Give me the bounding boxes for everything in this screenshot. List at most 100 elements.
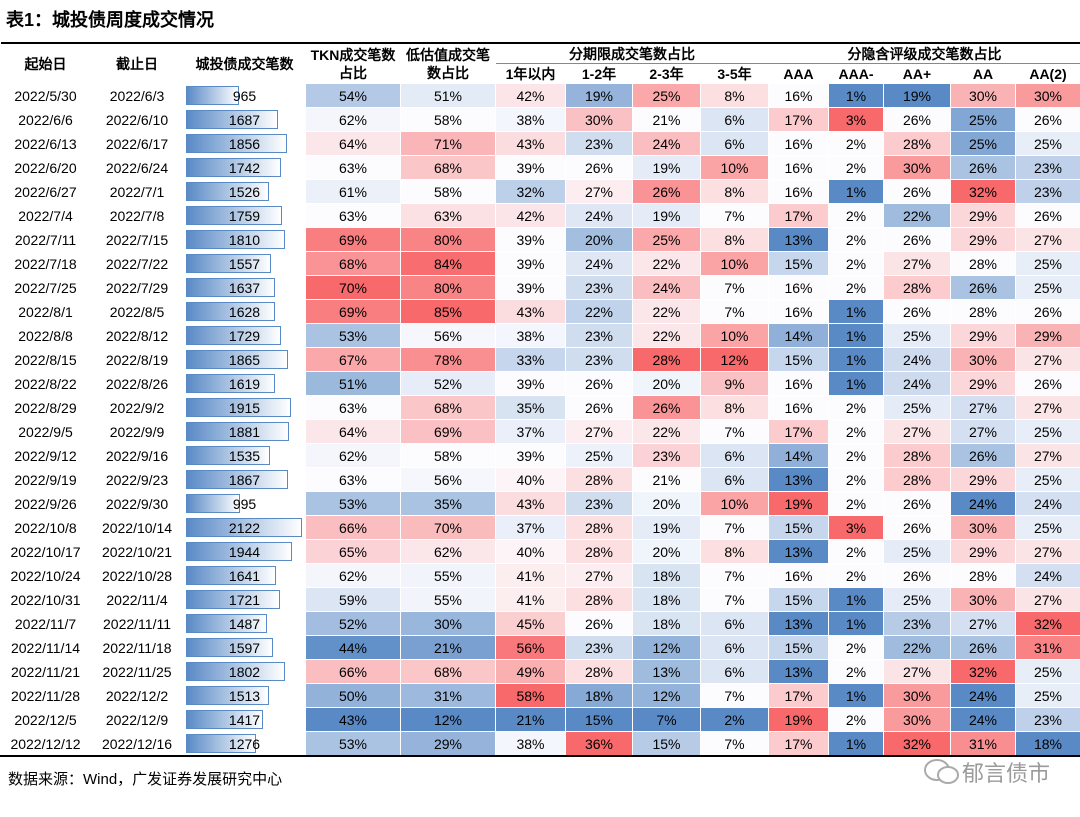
share-cell: 32% — [950, 659, 1016, 684]
share-cell: 13% — [768, 659, 829, 684]
count-cell: 1687 — [183, 107, 306, 132]
share-cell: 10% — [700, 323, 769, 348]
share-cell: 25% — [950, 131, 1016, 156]
share-cell: 21% — [632, 467, 701, 492]
share-cell: 25% — [1014, 131, 1080, 156]
table-row: 2022/6/13 2022/6/17 1856 64% 71% 43% 23% 24% 6% 1… — [0, 131, 1080, 156]
date-cell: 2022/11/25 — [90, 659, 184, 684]
table-row: 2022/9/26 2022/9/30 995 53% 35% 43% 23% 20% 10% 1… — [0, 491, 1080, 516]
share-cell: 26% — [1014, 299, 1080, 324]
date-cell: 2022/11/28 — [0, 683, 91, 708]
data-bar — [186, 446, 270, 465]
share-cell: 2% — [828, 491, 884, 516]
share-cell: 1% — [828, 587, 884, 612]
share-cell: 30% — [565, 107, 633, 132]
share-cell: 65% — [305, 539, 401, 564]
share-cell: 6% — [700, 659, 769, 684]
date-cell: 2022/11/18 — [90, 635, 184, 660]
share-cell: 22% — [632, 299, 701, 324]
share-cell: 23% — [565, 347, 633, 372]
share-cell: 24% — [1014, 491, 1080, 516]
share-cell: 15% — [632, 731, 701, 757]
share-cell: 41% — [495, 587, 566, 612]
table-row: 2022/7/11 2022/7/15 1810 69% 80% 39% 20% 25% 8% 1… — [0, 227, 1080, 252]
share-cell: 30% — [883, 707, 951, 732]
share-cell: 28% — [950, 563, 1016, 588]
share-cell: 2% — [828, 395, 884, 420]
share-cell: 26% — [883, 107, 951, 132]
count-value: 1628 — [228, 303, 261, 320]
share-cell: 22% — [632, 251, 701, 276]
share-cell: 7% — [700, 275, 769, 300]
share-cell: 27% — [565, 179, 633, 204]
column-header: 1-2年 — [581, 65, 617, 82]
count-value: 1721 — [228, 591, 261, 608]
date-cell: 2022/12/12 — [0, 731, 91, 757]
data-bar — [186, 686, 269, 705]
table-row: 2022/7/25 2022/7/29 1637 70% 80% 39% 23% 24% 7% 1… — [0, 275, 1080, 300]
share-cell: 27% — [883, 419, 951, 444]
data-bar — [186, 326, 281, 345]
count-value: 1417 — [228, 711, 261, 728]
share-cell: 18% — [632, 587, 701, 612]
share-cell: 2% — [828, 467, 884, 492]
date-cell: 2022/8/19 — [90, 347, 184, 372]
share-cell: 36% — [565, 731, 633, 757]
table-row: 2022/5/30 2022/6/3 965 54% 51% 42% 19% 25% 8% 16%… — [0, 83, 1080, 108]
share-cell: 84% — [400, 251, 496, 276]
share-cell: 12% — [632, 683, 701, 708]
date-cell: 2022/9/12 — [0, 443, 91, 468]
count-value: 995 — [232, 495, 257, 512]
share-cell: 28% — [565, 587, 633, 612]
title: 表1：城投债周度成交情况 — [6, 10, 215, 30]
share-cell: 24% — [1014, 563, 1080, 588]
share-cell: 68% — [400, 155, 496, 180]
share-cell: 63% — [400, 203, 496, 228]
share-cell: 2% — [828, 251, 884, 276]
share-cell: 23% — [565, 275, 633, 300]
share-cell: 38% — [495, 107, 566, 132]
share-cell: 39% — [495, 155, 566, 180]
share-cell: 30% — [883, 683, 951, 708]
share-cell: 29% — [950, 227, 1016, 252]
date-cell: 2022/6/13 — [0, 131, 91, 156]
table-row: 2022/9/5 2022/9/9 1881 64% 69% 37% 27% 22% 7% 17%… — [0, 419, 1080, 444]
share-cell: 26% — [1014, 107, 1080, 132]
count-value: 1856 — [228, 135, 261, 152]
share-cell: 29% — [400, 731, 496, 757]
date-cell: 2022/12/9 — [90, 707, 184, 732]
data-bar — [186, 350, 288, 369]
share-cell: 20% — [632, 539, 701, 564]
share-cell: 2% — [828, 563, 884, 588]
share-cell: 43% — [495, 491, 566, 516]
share-cell: 16% — [768, 155, 829, 180]
share-cell: 45% — [495, 611, 566, 636]
share-cell: 32% — [1014, 611, 1080, 636]
share-cell: 43% — [495, 131, 566, 156]
count-cell: 1487 — [183, 611, 306, 636]
share-cell: 6% — [700, 443, 769, 468]
share-cell: 80% — [400, 275, 496, 300]
share-cell: 43% — [305, 707, 401, 732]
table-row: 2022/10/17 2022/10/21 1944 65% 62% 40% 28% 20% 8… — [0, 539, 1080, 564]
share-cell: 12% — [400, 707, 496, 732]
date-cell: 2022/8/26 — [90, 371, 184, 396]
share-cell: 29% — [950, 203, 1016, 228]
column-header: 起始日 — [24, 55, 67, 72]
share-cell: 1% — [828, 83, 884, 108]
share-cell: 6% — [700, 107, 769, 132]
share-cell: 78% — [400, 347, 496, 372]
count-cell: 1944 — [183, 539, 306, 564]
share-cell: 7% — [700, 419, 769, 444]
table-row: 2022/8/1 2022/8/5 1628 69% 85% 43% 22% 22% 7% 16%… — [0, 299, 1080, 324]
share-cell: 2% — [700, 707, 769, 732]
share-cell: 23% — [565, 635, 633, 660]
share-cell: 8% — [700, 227, 769, 252]
share-cell: 16% — [768, 275, 829, 300]
share-cell: 28% — [565, 539, 633, 564]
date-cell: 2022/5/30 — [0, 83, 91, 108]
share-cell: 29% — [950, 467, 1016, 492]
share-cell: 2% — [828, 539, 884, 564]
share-cell: 27% — [883, 659, 951, 684]
count-value: 1944 — [228, 543, 261, 560]
